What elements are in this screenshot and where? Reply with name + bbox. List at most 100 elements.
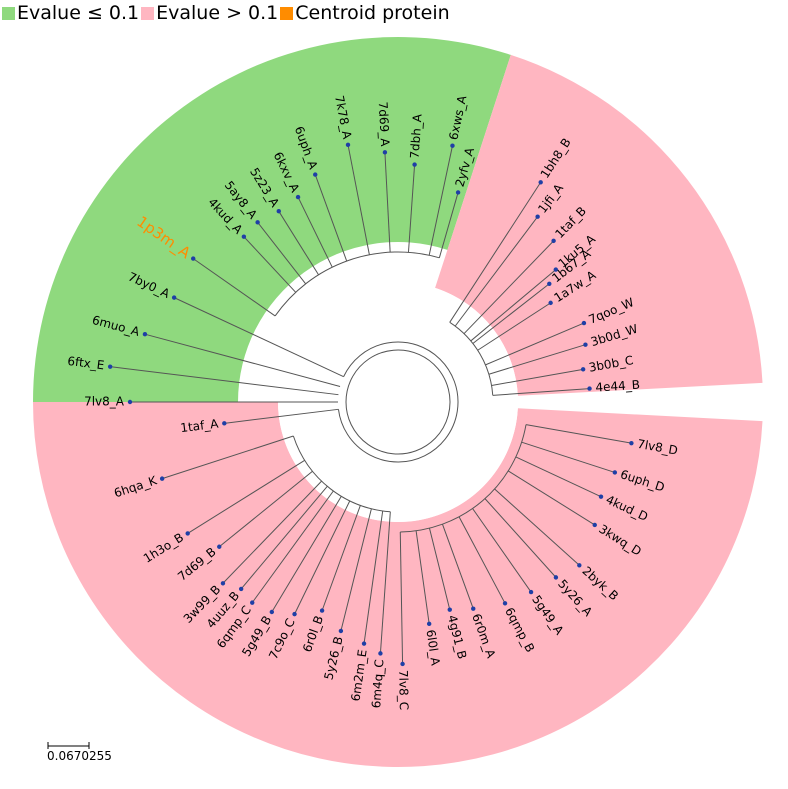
leaf-branch (340, 508, 372, 632)
leaf-branch (110, 366, 339, 396)
leaf-branch (347, 144, 370, 255)
leaf-branch (187, 459, 305, 534)
leaf-branch (224, 408, 339, 424)
scale-bar: 0.0670255 (47, 740, 112, 764)
leaf-node (598, 494, 604, 499)
leaf-node (269, 609, 275, 615)
leaf-label: 6l0l_A (424, 629, 443, 668)
legend-swatch-pink (141, 6, 155, 20)
scale-bar-line (47, 742, 90, 749)
leaf-label: 7lv8_A (84, 395, 125, 409)
leaf-branch (470, 269, 557, 342)
leaf-node (629, 440, 634, 446)
leaf-node (535, 214, 540, 219)
leaf-node (547, 281, 552, 286)
legend-item-centroid: Centroid protein (278, 2, 450, 24)
leaf-node (612, 470, 618, 475)
leaf-node (528, 589, 534, 595)
legend-label: Centroid protein (295, 2, 450, 24)
leaf-label: 4e44_B (595, 378, 640, 395)
leaf-node (127, 399, 133, 405)
leaf-node (319, 608, 325, 613)
inner-disc (278, 282, 518, 522)
leaf-node (378, 651, 383, 656)
leaf-branch (485, 322, 585, 366)
leaf-branch (294, 500, 351, 615)
leaf-node (220, 581, 226, 586)
leaf-branch (407, 164, 416, 253)
leaf-branch (428, 145, 453, 256)
clade-arc (337, 341, 459, 463)
leaf-branch (278, 210, 319, 276)
leaf-label: 6m4q_C (369, 659, 386, 709)
leaf-branch (314, 174, 348, 262)
leaf-branch (240, 485, 328, 590)
leaf-node (581, 320, 587, 326)
clade-arc (274, 251, 440, 317)
leaf-branch (488, 344, 586, 375)
leaf-branch (454, 216, 539, 327)
legend-swatch-green (2, 6, 15, 20)
leaf-branch (458, 516, 506, 604)
leaf-branch (463, 240, 554, 335)
leaf-node (191, 256, 196, 261)
legend-label: Evalue ≤ 0.1 (17, 2, 140, 24)
legend-item-evalue-low: Evalue ≤ 0.1 (0, 2, 139, 24)
leaf-node (577, 563, 582, 568)
legend-label: Evalue > 0.1 (156, 2, 279, 24)
leaf-branch (521, 441, 615, 473)
leaf-branch (399, 531, 404, 664)
sector-green (33, 36, 511, 402)
leaf-node (450, 143, 455, 148)
legend-swatch-orange (280, 6, 294, 20)
leaf-node (471, 606, 476, 611)
leaf-label: 1taf_A (180, 417, 220, 436)
legend: Evalue ≤ 0.1 Evalue > 0.1 Centroid prote… (0, 0, 450, 26)
leaf-branch (144, 333, 341, 387)
leaf-node (553, 575, 559, 580)
leaf-label: 7lv8_D (636, 437, 679, 458)
leaf-branch (161, 435, 294, 480)
leaf-branch (222, 480, 322, 584)
leaf-branch (492, 388, 590, 396)
leaf-node (295, 194, 301, 200)
leaf-node (502, 601, 508, 606)
leaf-node (548, 300, 553, 306)
leaf-branch (297, 196, 333, 268)
leaf-branch (321, 505, 361, 611)
leaf-label: 7d69_A (376, 101, 392, 147)
leaf-node (345, 142, 351, 148)
leaf-branch (173, 297, 344, 378)
leaf-node (426, 621, 432, 627)
leaf-node (587, 386, 592, 391)
leaf-node (159, 476, 165, 481)
scale-bar-label: 0.0670255 (47, 749, 112, 763)
leaf-node (276, 208, 281, 214)
leaf-node (313, 172, 318, 177)
leaf-label: 7lv8_C (396, 670, 411, 710)
leaf-node (142, 331, 148, 337)
leaf-branch (415, 530, 430, 624)
leaf-node (538, 180, 543, 185)
root-arc (345, 349, 451, 455)
leaf-branch (472, 283, 550, 344)
leaf-branch (515, 456, 602, 498)
sector-pink-upper (435, 54, 763, 396)
clade-arc (292, 435, 391, 513)
leaf-node (447, 607, 452, 612)
leaf-node (583, 342, 588, 347)
leaf-branch (438, 192, 459, 258)
leaf-node (553, 267, 559, 272)
leaf-branch (192, 258, 276, 317)
leaf-branch (428, 528, 451, 610)
leaf-node (580, 367, 586, 372)
leaf-node (592, 522, 597, 528)
clade-sectors (33, 36, 763, 768)
tree-branches (110, 144, 632, 664)
leaf-node (238, 586, 244, 592)
leaf-branch (477, 302, 551, 351)
leaf-node (400, 661, 405, 667)
leaf-node (455, 190, 461, 195)
leaf-branch (525, 424, 632, 444)
